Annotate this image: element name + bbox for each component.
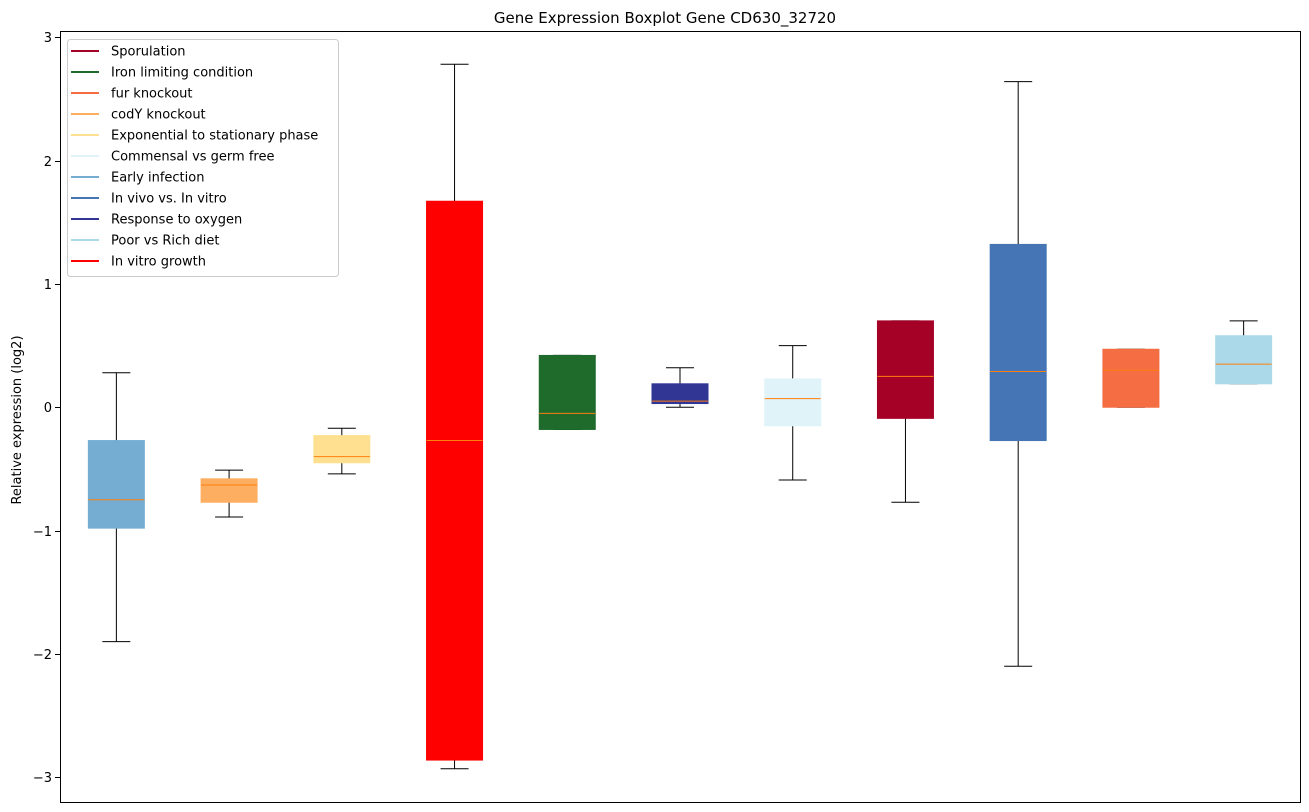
box: [989, 243, 1047, 442]
chart-title: Gene Expression Boxplot Gene CD630_32720: [494, 9, 836, 28]
y-tick-label: 2: [44, 155, 52, 170]
boxes-layer: [87, 63, 1273, 770]
legend-label: Sporulation: [111, 45, 186, 60]
legend-entry: codY knockout: [71, 108, 206, 123]
y-axis-label: Relative expression (log2): [10, 335, 25, 504]
legend-entry: Commensal vs germ free: [71, 150, 274, 165]
box-group: [989, 81, 1047, 667]
legend-entry: Poor vs Rich diet: [71, 234, 219, 249]
box: [87, 440, 145, 529]
box-group: [200, 469, 258, 518]
box-group: [876, 320, 934, 503]
legend-label: In vivo vs. In vitro: [111, 192, 227, 207]
legend-entry: Exponential to stationary phase: [71, 129, 318, 144]
box: [1215, 335, 1273, 385]
legend-entry: Early infection: [71, 171, 204, 186]
legend-entry: Sporulation: [71, 45, 186, 60]
box-group: [426, 63, 484, 770]
legend-label: Commensal vs germ free: [111, 150, 274, 165]
box: [538, 354, 596, 430]
y-tick-label: 1: [44, 278, 52, 293]
legend-label: Poor vs Rich diet: [111, 234, 219, 249]
box: [764, 378, 822, 427]
y-tick-label: −3: [33, 771, 52, 786]
legend-label: Exponential to stationary phase: [111, 129, 318, 144]
box: [200, 478, 258, 503]
y-tick-label: −1: [33, 525, 52, 540]
legend-label: In vitro growth: [111, 255, 206, 270]
box-group: [764, 345, 822, 481]
legend-label: codY knockout: [111, 108, 206, 123]
box-group: [313, 427, 371, 475]
legend-label: Early infection: [111, 171, 204, 186]
box: [876, 320, 934, 419]
legend-frame: [67, 39, 339, 277]
box: [1102, 348, 1160, 408]
box-group: [651, 367, 709, 408]
legend-label: fur knockout: [111, 87, 193, 102]
box-group: [87, 372, 145, 643]
y-tick-label: 0: [44, 401, 52, 416]
box-group: [1215, 320, 1273, 385]
legend-label: Response to oxygen: [111, 213, 242, 228]
legend-entry: fur knockout: [71, 87, 193, 102]
y-tick-label: −2: [33, 648, 52, 663]
legend-entry: Response to oxygen: [71, 213, 242, 228]
box: [651, 383, 709, 405]
box: [426, 200, 484, 761]
legend-label: Iron limiting condition: [111, 66, 253, 81]
legend-entry: Iron limiting condition: [71, 66, 253, 81]
y-axis: −3 −2 −1 0 1 2 3: [33, 31, 60, 786]
box: [313, 435, 371, 464]
legend-entry: In vitro growth: [71, 255, 206, 270]
box-group: [1102, 348, 1160, 408]
y-tick-label: 3: [44, 31, 52, 46]
plot-frame: [60, 31, 1301, 803]
box-group: [538, 354, 596, 430]
legend-entry: In vivo vs. In vitro: [71, 192, 227, 207]
legend: Sporulation Iron limiting condition fur kn…: [67, 39, 339, 277]
